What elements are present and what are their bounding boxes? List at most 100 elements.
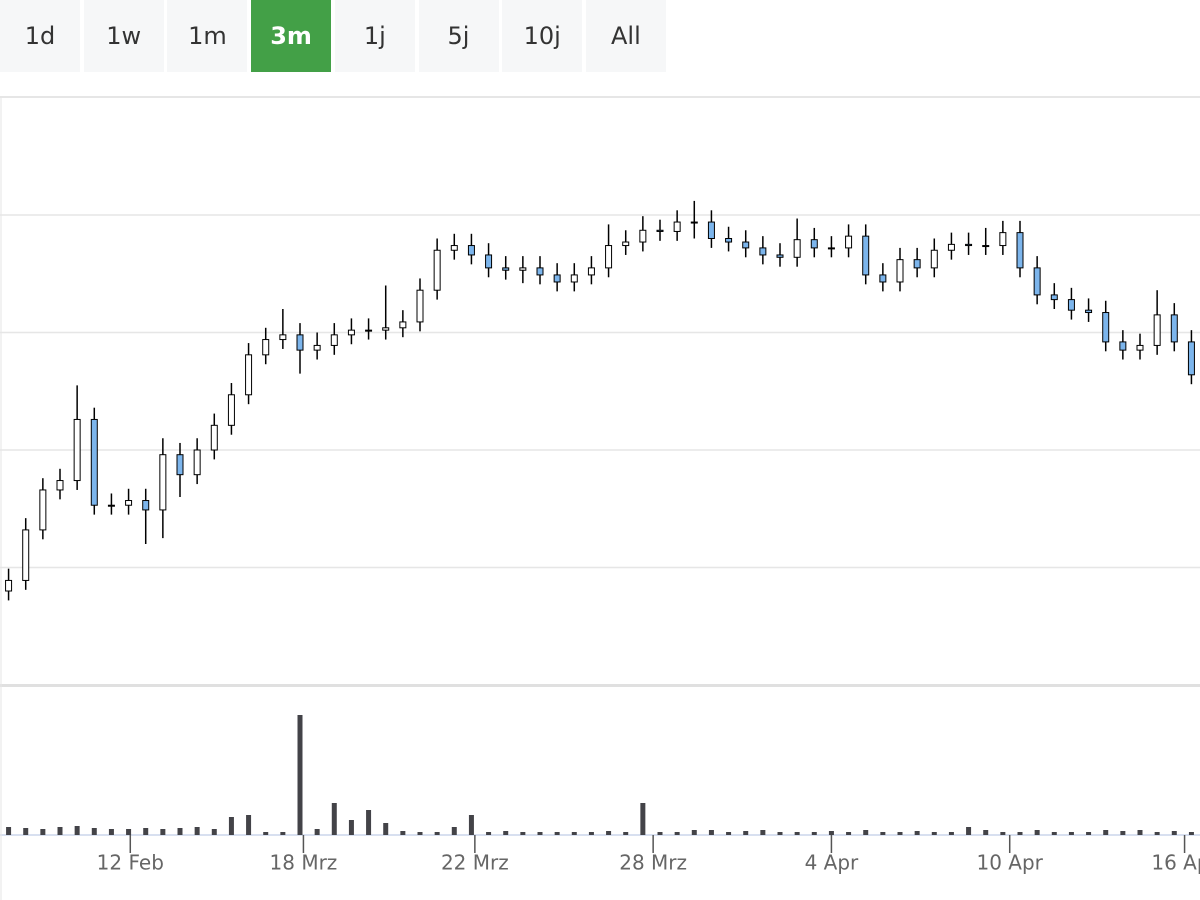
candle-body: [365, 329, 373, 332]
range-button[interactable]: All: [585, 0, 666, 72]
candle-body: [450, 245, 458, 251]
candle-body: [382, 327, 390, 331]
candle-body: [176, 454, 184, 476]
volume-bar: [794, 832, 800, 835]
range-button[interactable]: 1j: [334, 0, 415, 72]
volume-bar: [1068, 832, 1074, 835]
candle-body: [262, 339, 270, 356]
range-button[interactable]: 10j: [502, 0, 583, 72]
candle-body: [39, 489, 47, 531]
candle-body: [107, 504, 115, 507]
volume-bar: [880, 832, 886, 835]
volume-bar: [846, 832, 852, 835]
volume-bar: [400, 831, 406, 835]
volume-bar: [297, 715, 303, 835]
range-button[interactable]: 1w: [83, 0, 164, 72]
volume-bar: [657, 832, 663, 835]
x-tick-label: 16 Apr: [1151, 851, 1200, 875]
volume-bar: [1086, 832, 1092, 835]
candle-body: [742, 241, 750, 249]
candle-body: [1016, 232, 1024, 269]
range-selector: 1d 1w 1m 3m 1j 5j 10j All: [0, 0, 1200, 72]
volume-bar: [486, 832, 492, 835]
candle-body: [125, 500, 133, 506]
volume-bar: [383, 823, 389, 835]
candle-body: [930, 249, 938, 269]
volume-bar: [314, 829, 320, 835]
volume-bar: [777, 832, 783, 835]
volume-bar: [177, 828, 183, 835]
candle-body: [707, 221, 715, 240]
volume-bar: [160, 829, 166, 835]
candle-body: [587, 267, 595, 276]
candle-body: [965, 243, 973, 247]
candle-body: [793, 239, 801, 258]
candle-body: [656, 229, 664, 232]
candle-body: [416, 289, 424, 323]
candle-body: [22, 529, 30, 581]
candle-body: [776, 254, 784, 258]
volume-bar: [760, 830, 766, 835]
volume-bar: [1154, 832, 1160, 835]
volume-bar: [708, 830, 714, 835]
volume-bar: [691, 830, 697, 835]
volume-bar: [537, 832, 543, 835]
candle-body: [1170, 314, 1178, 343]
range-button[interactable]: 1d: [0, 0, 80, 72]
volume-bar: [897, 832, 903, 835]
candle-body: [245, 354, 253, 396]
x-tick-label: 12 Feb: [97, 851, 164, 875]
candle-body: [1187, 341, 1195, 376]
candle-body: [1136, 344, 1144, 351]
volume-bar: [828, 831, 834, 835]
volume-bar: [1051, 832, 1057, 835]
candle-body: [982, 245, 990, 248]
volume-bar: [108, 829, 114, 835]
volume-bar: [811, 832, 817, 835]
candle-body: [536, 267, 544, 276]
volume-bar: [1120, 831, 1126, 835]
volume-bar: [434, 832, 440, 835]
volume-bar: [417, 832, 423, 835]
candle-body: [999, 232, 1007, 247]
candle-body: [296, 334, 304, 351]
x-tick-label: 10 Apr: [977, 851, 1044, 875]
candle-body: [879, 274, 887, 283]
candle-body: [279, 334, 287, 341]
volume-bar: [983, 830, 989, 835]
panel-divider: [0, 684, 1200, 687]
panel-border: [0, 96, 1200, 98]
range-button[interactable]: 1m: [167, 0, 248, 72]
candle-body: [210, 424, 218, 451]
candle-body: [690, 221, 698, 224]
candle-body: [502, 267, 510, 271]
volume-bar: [468, 815, 474, 835]
volume-bar: [451, 827, 457, 835]
volume-bar: [948, 832, 954, 835]
volume-bar: [571, 832, 577, 835]
candle-body: [845, 235, 853, 249]
candle-body: [1067, 299, 1075, 311]
volume-bar: [1034, 830, 1040, 835]
volume-bar: [520, 832, 526, 835]
volume-bar: [23, 828, 29, 835]
volume-bar: [640, 803, 646, 835]
candle-body: [570, 274, 578, 283]
candle-body: [519, 267, 527, 271]
volume-bar: [966, 827, 972, 835]
candle-body: [639, 229, 647, 243]
candle-body: [1050, 294, 1058, 301]
range-button[interactable]: 5j: [418, 0, 499, 72]
volume-bar: [331, 803, 337, 835]
range-button[interactable]: 3m: [251, 0, 332, 72]
candle-body: [313, 344, 321, 351]
candle-body: [1033, 267, 1041, 296]
candle-body: [1085, 309, 1093, 314]
volume-bar: [503, 831, 509, 835]
volume-bar: [914, 831, 920, 835]
candle-body: [433, 249, 441, 291]
x-tick-label: 18 Mrz: [270, 851, 338, 875]
candle-body: [725, 238, 733, 243]
volume-bar: [194, 827, 200, 835]
